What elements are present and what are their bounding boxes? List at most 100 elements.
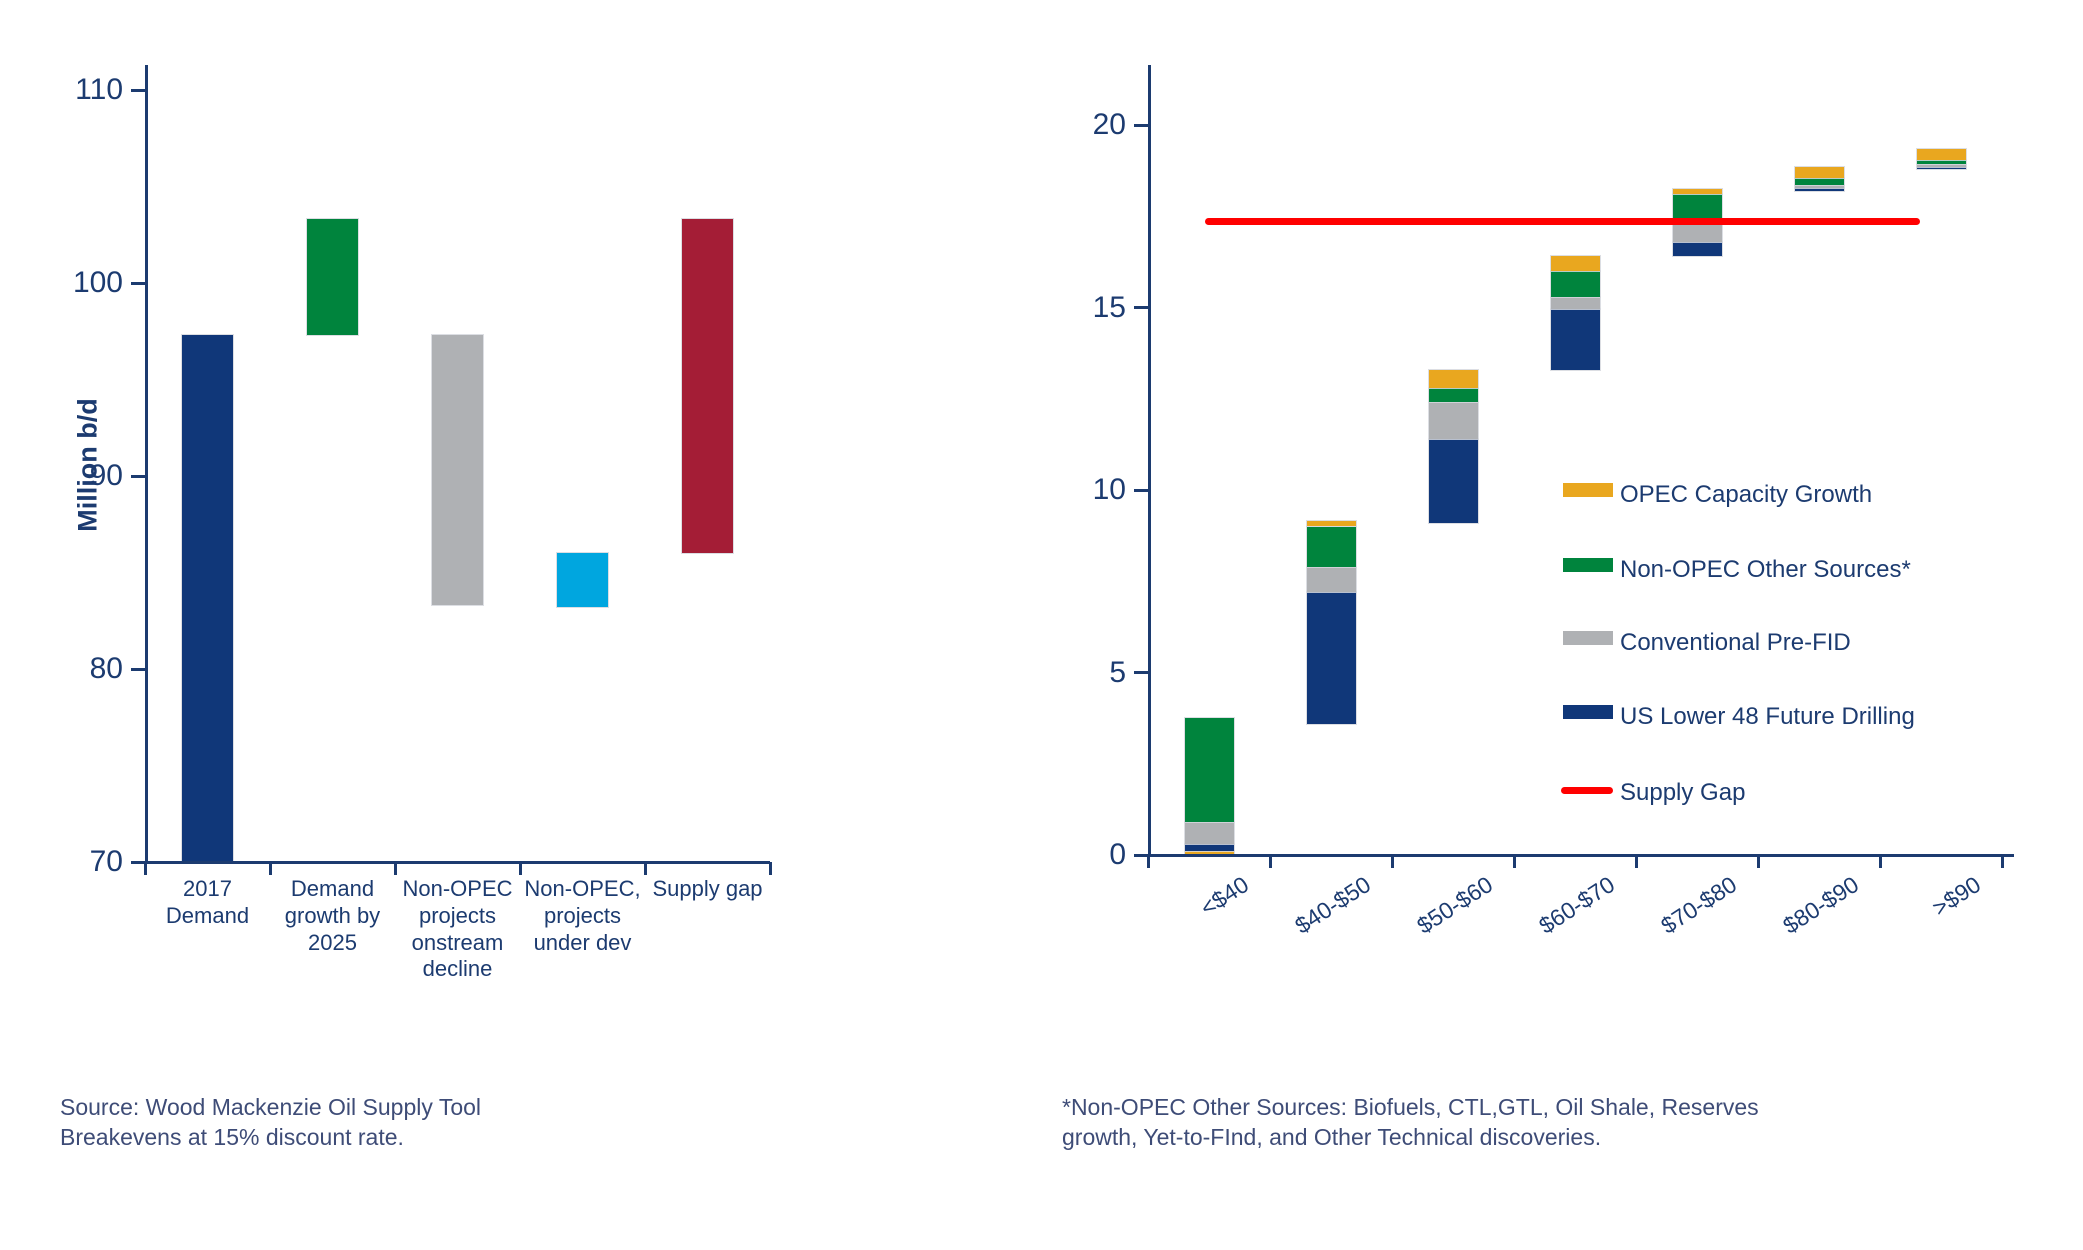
bar-segment xyxy=(1427,437,1479,524)
y-axis-tick-label: 15 xyxy=(1092,290,1126,324)
bar-segment xyxy=(1671,240,1723,258)
legend-item-gap: Supply Gap xyxy=(1561,776,2023,846)
asterisk-footnote-line: *Non-OPEC Other Sources: Biofuels, CTL,G… xyxy=(1062,1094,1759,1120)
legend-label: OPEC Capacity Growth xyxy=(1620,481,1873,508)
bar-segment xyxy=(556,552,609,609)
y-axis-line xyxy=(1148,65,1151,857)
source-footnote: Source: Wood Mackenzie Oil Supply Tool B… xyxy=(60,1092,760,1153)
y-axis-tick-label: 110 xyxy=(75,73,123,106)
bar-segment xyxy=(431,334,484,607)
x-axis-tick xyxy=(519,862,522,875)
x-category-label: Non-OPEC, projects under dev xyxy=(524,876,641,955)
bar-segment xyxy=(1305,525,1357,568)
bar-segment xyxy=(1183,843,1235,853)
x-category-label: <$40 xyxy=(1195,871,1254,922)
y-axis-tick-label: 5 xyxy=(1109,655,1126,689)
bar-segment xyxy=(681,218,734,555)
y-axis-tick xyxy=(131,474,145,478)
x-axis-tick xyxy=(394,862,397,875)
legend-opec-swatch xyxy=(1563,483,1613,497)
x-axis-tick xyxy=(1513,855,1516,868)
bar-segment xyxy=(1793,186,1845,192)
y-axis-tick xyxy=(131,860,145,864)
legend-prefid-swatch xyxy=(1563,631,1613,645)
y-axis-line xyxy=(145,65,148,864)
y-axis-tick-label: 70 xyxy=(89,845,123,878)
x-category-label: Supply gap xyxy=(652,876,763,901)
legend-nonopec-swatch xyxy=(1563,558,1613,572)
bar-segment xyxy=(1793,184,1845,189)
bar-segment xyxy=(1549,295,1601,311)
x-axis-tick xyxy=(1879,855,1882,868)
bar-segment xyxy=(1793,165,1845,179)
y-axis-tick-label: 20 xyxy=(1092,108,1126,141)
legend-us48-swatch xyxy=(1563,705,1613,719)
bar-segment xyxy=(1671,187,1723,196)
legend: OPEC Capacity Growth Non-OPEC Other Sourc… xyxy=(1561,65,2023,825)
x-axis-tick xyxy=(644,862,647,875)
asterisk-footnote-line: growth, Yet-to-FInd, and Other Technical… xyxy=(1062,1124,1602,1151)
x-axis-tick xyxy=(1147,855,1150,868)
x-axis-line xyxy=(145,861,770,864)
bar-segment xyxy=(1305,591,1357,725)
legend-item-us48: US Lower 48 Future Drilling xyxy=(1563,700,2023,770)
bar-segment xyxy=(1305,519,1357,528)
x-category-label: >$90 xyxy=(1927,871,1986,922)
bar-segment xyxy=(1915,166,1967,171)
x-category-label: $80-$90 xyxy=(1778,871,1864,939)
bar-segment xyxy=(1671,218,1723,243)
x-axis-tick xyxy=(1757,855,1760,868)
bar-segment xyxy=(1549,308,1601,371)
legend-item-nonopec: Non-OPEC Other Sources* xyxy=(1563,553,2023,623)
y-axis-tick xyxy=(1134,671,1148,674)
x-category-label: Non-OPEC projects onstream decline xyxy=(402,876,513,982)
left-chart-plot-area: 2017 Demand Demand growth by 2025 Non-OPEC… xyxy=(73,65,772,981)
bar-segment xyxy=(1671,193,1723,221)
right-chart-plot-area: <$40 $40-$50 $50-$60 $60-$70 $70-$80 $80-$90 >… xyxy=(1093,65,2028,939)
x-axis-tick xyxy=(269,862,272,875)
x-axis-tick xyxy=(1269,855,1272,868)
x-category-label: $50-$60 xyxy=(1412,871,1498,939)
x-category-label: $60-$70 xyxy=(1534,871,1620,939)
bar-segment xyxy=(1549,270,1601,298)
y-axis-tick-label: 0 xyxy=(1109,838,1126,871)
bar-segment xyxy=(1183,850,1235,856)
y-axis-tick xyxy=(131,281,145,285)
bar-segment xyxy=(1427,401,1479,440)
x-axis-tick xyxy=(2001,855,2004,868)
legend-item-prefid: Conventional Pre-FID xyxy=(1563,626,2023,696)
y-axis-tick-label: 100 xyxy=(72,266,123,299)
y-axis-tick xyxy=(131,88,145,92)
bar-segment xyxy=(1427,368,1479,389)
y-axis-tick xyxy=(1134,306,1148,309)
y-axis-tick-label: 80 xyxy=(89,652,123,685)
bar-segment xyxy=(1549,255,1601,272)
x-axis-tick xyxy=(1391,855,1394,868)
x-category-label: $70-$80 xyxy=(1656,871,1742,939)
y-axis-tick xyxy=(1134,488,1148,492)
y-axis-tick xyxy=(1134,853,1148,857)
legend-label: Conventional Pre-FID xyxy=(1620,629,1851,656)
legend-label: US Lower 48 Future Drilling xyxy=(1620,703,1915,730)
legend-label: Supply Gap xyxy=(1620,779,1746,806)
x-category-label: Demand growth by 2025 xyxy=(284,876,381,955)
x-axis-tick xyxy=(1635,855,1638,868)
x-axis-line xyxy=(1148,854,2014,857)
legend-supply-gap-line-swatch xyxy=(1561,787,1613,794)
bar-segment xyxy=(1183,717,1235,824)
y-axis-tick-label: 10 xyxy=(1092,473,1126,506)
y-axis-tick xyxy=(1134,123,1148,127)
bar-segment xyxy=(1915,158,1967,166)
bar-segment xyxy=(181,334,234,863)
bar-segment xyxy=(1915,163,1967,169)
asterisk-footnote: *Non-OPEC Other Sources: Biofuels, CTL,G… xyxy=(1062,1092,1962,1153)
source-footnote-line: Source: Wood Mackenzie Oil Supply Tool xyxy=(60,1094,482,1120)
source-footnote-line: Breakevens at 15% discount rate. xyxy=(60,1124,404,1151)
y-axis-tick xyxy=(131,667,145,671)
bar-segment xyxy=(306,218,359,337)
bar-segment xyxy=(1793,176,1845,187)
legend-label: Non-OPEC Other Sources* xyxy=(1620,556,1911,583)
bar-segment xyxy=(1427,386,1479,404)
x-axis-tick xyxy=(144,862,147,875)
supply-gap-line xyxy=(1205,218,1920,226)
